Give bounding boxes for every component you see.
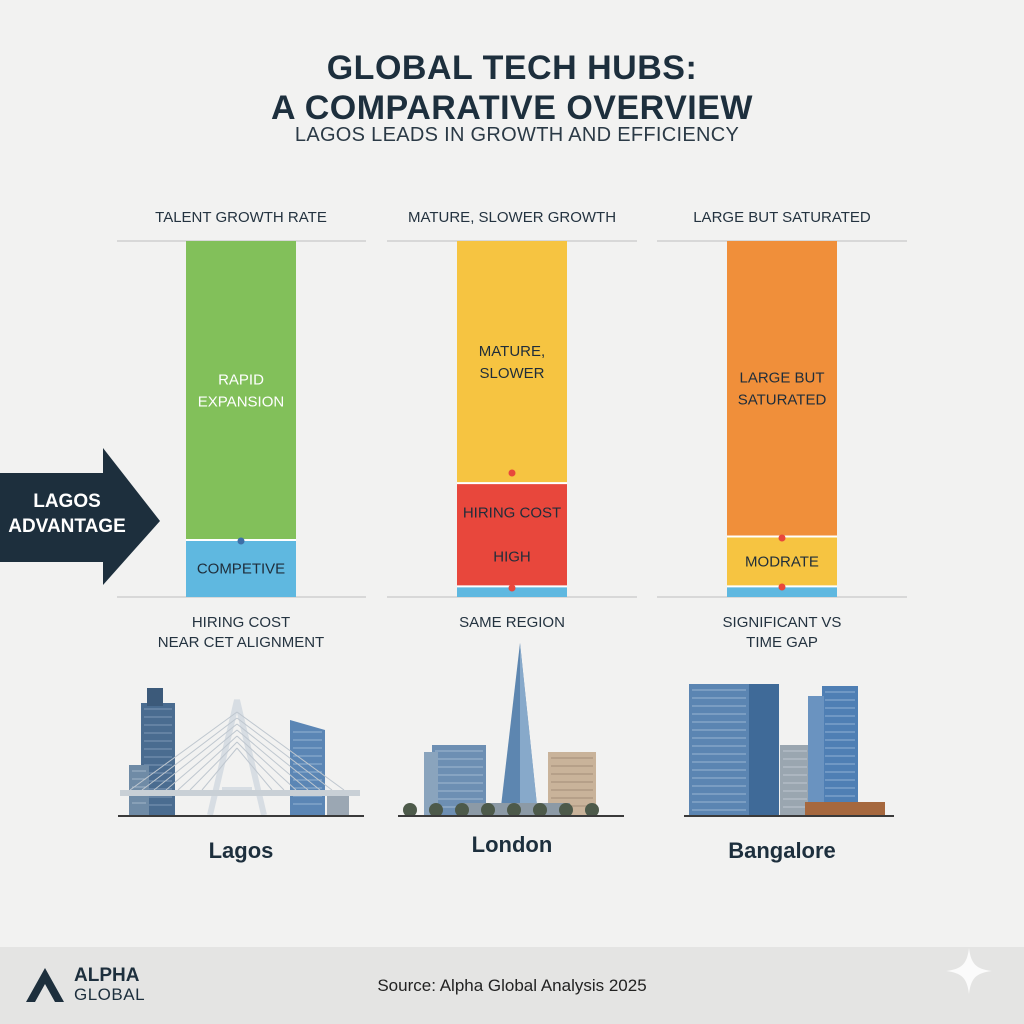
segment-marker xyxy=(237,537,245,545)
source-note: Source: Alpha Global Analysis 2025 xyxy=(377,976,647,995)
segment-label-lagos: RAPID xyxy=(218,372,264,389)
bar-segment-london-1 xyxy=(457,483,567,587)
glass-tower xyxy=(290,720,325,815)
bridge-cable xyxy=(129,711,238,791)
low-building xyxy=(805,802,885,815)
bridge-deck xyxy=(120,790,360,796)
segment-label-bangalore: LARGE BUT xyxy=(739,370,824,387)
bridge-cable xyxy=(201,747,238,791)
tree xyxy=(455,803,469,817)
city-name-london: London xyxy=(472,832,553,857)
footer xyxy=(0,947,1024,1024)
bridge-cable xyxy=(177,735,238,791)
building xyxy=(327,795,349,815)
top-label-lagos: TALENT GROWTH RATE xyxy=(155,209,327,226)
bar-segment-london-2 xyxy=(457,241,567,484)
bridge-cable xyxy=(236,717,333,791)
tree xyxy=(559,803,573,817)
bridge-cable xyxy=(236,723,321,791)
bridge-cable xyxy=(153,723,238,791)
segment-label-lagos: EXPANSION xyxy=(198,394,284,411)
segment-marker xyxy=(508,584,516,592)
bar-segment-london-0 xyxy=(457,586,567,597)
top-label-london: MATURE, SLOWER GROWTH xyxy=(408,209,616,226)
bar-segment-lagos-1 xyxy=(186,241,296,541)
bar-segment-bangalore-2 xyxy=(727,241,837,537)
bridge-cable xyxy=(236,747,273,791)
tree xyxy=(481,803,495,817)
brand-subname: GLOBAL xyxy=(74,985,146,1004)
bridge-cable xyxy=(236,729,309,791)
bottom-label-london: SAME REGION xyxy=(459,614,565,631)
segment-label-bangalore: MODRATE xyxy=(745,553,819,570)
chart: LAGOS ADVANTAGE TALENT GROWTH RATE COMPETIV… xyxy=(0,209,907,863)
top-label-bangalore: LARGE BUT SATURATED xyxy=(693,209,871,226)
lagos-advantage-arrow xyxy=(0,448,160,585)
arrow-label-line-2: ADVANTAGE xyxy=(8,516,126,537)
bottom-label-lagos: NEAR CET ALIGNMENT xyxy=(158,634,324,651)
tree xyxy=(585,803,599,817)
tree xyxy=(507,803,521,817)
city-name-lagos: Lagos xyxy=(209,838,274,863)
segment-label-london: HIGH xyxy=(493,549,531,566)
arrow-label-line-1: LAGOS xyxy=(33,491,101,512)
skyline-bangalore xyxy=(684,684,894,817)
bar-segment-bangalore-1 xyxy=(727,536,837,587)
bridge-cable xyxy=(189,741,238,791)
tower-top xyxy=(147,688,163,706)
bottom-label-bangalore: TIME GAP xyxy=(746,634,818,651)
alpha-logo-icon xyxy=(26,968,64,1002)
skyline-lagos xyxy=(118,688,364,817)
bar-segment-lagos-0 xyxy=(186,540,296,597)
skyline-london xyxy=(398,643,624,817)
glass-tower-side xyxy=(808,696,824,815)
bridge-cable xyxy=(236,735,297,791)
bridge-cable xyxy=(236,711,345,791)
title-line-2: A COMPARATIVE OVERVIEW xyxy=(270,89,753,127)
segment-marker xyxy=(778,583,786,591)
shard-face xyxy=(520,643,538,815)
bridge-cable xyxy=(141,717,238,791)
page-title: GLOBAL TECH HUBS: A COMPARATIVE OVERVIEW xyxy=(0,48,1024,128)
bridge-cable xyxy=(236,741,285,791)
tree xyxy=(533,803,547,817)
segment-label-london: MATURE, xyxy=(479,343,545,360)
segment-marker xyxy=(508,469,516,477)
bridge-cable xyxy=(165,729,238,791)
glass-tower-side xyxy=(749,684,779,815)
bar-segment-bangalore-0 xyxy=(727,586,837,597)
segment-marker xyxy=(778,534,786,542)
bridge-pylon xyxy=(207,699,267,816)
tree xyxy=(403,803,417,817)
office-wing xyxy=(424,752,438,815)
tree xyxy=(429,803,443,817)
city-name-bangalore: Bangalore xyxy=(728,838,836,863)
segment-label-lagos: COMPETIVE xyxy=(197,561,285,578)
segment-label-bangalore: SATURATED xyxy=(738,392,827,409)
segment-label-london: SLOWER xyxy=(479,365,544,382)
brand-name: ALPHA xyxy=(74,965,140,986)
sparkle-icon xyxy=(946,948,992,994)
glass-tower xyxy=(689,684,749,815)
page-subtitle: LAGOS LEADS IN GROWTH AND EFFICIENCY xyxy=(294,124,740,146)
title-line-1: GLOBAL TECH HUBS: xyxy=(326,49,698,87)
bottom-label-bangalore: SIGNIFICANT VS xyxy=(723,614,842,631)
segment-label-london: HIRING COST xyxy=(463,505,561,522)
bottom-label-lagos: HIRING COST xyxy=(192,614,290,631)
